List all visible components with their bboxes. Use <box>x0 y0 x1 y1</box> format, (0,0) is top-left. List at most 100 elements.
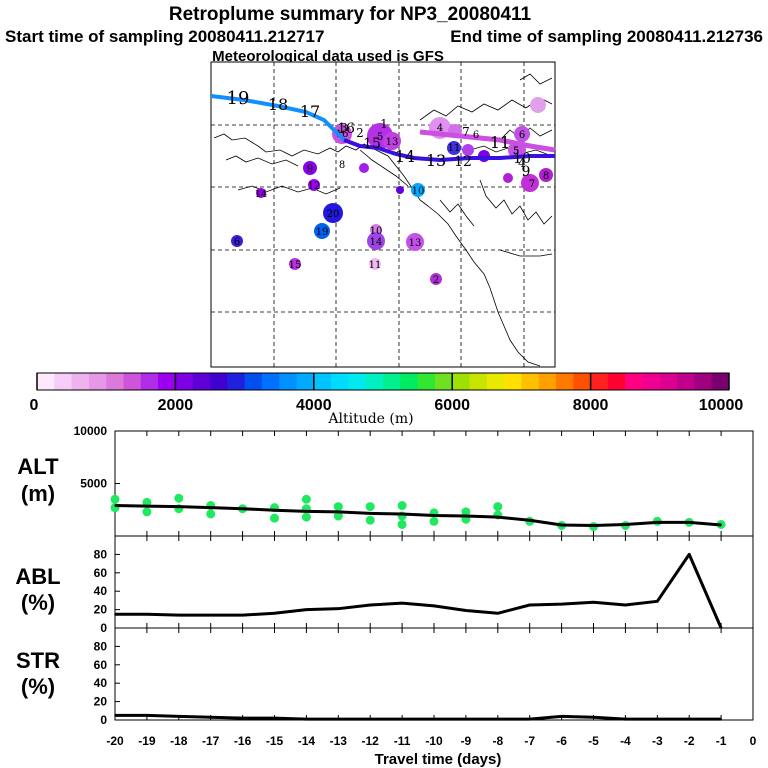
altitude-scatter-point <box>301 512 311 522</box>
cluster-marker <box>462 144 474 156</box>
trajectory-day-label: 3 <box>340 121 348 135</box>
cluster-label: 20 <box>327 209 340 220</box>
alt-data-point <box>273 509 276 512</box>
colorbar-swatch <box>573 373 592 390</box>
trajectory-day-label: 2 <box>356 126 364 140</box>
str-data-point <box>146 714 148 717</box>
str-data-point <box>433 718 435 720</box>
cluster-label: 6 <box>234 237 240 248</box>
cluster-marker <box>396 186 404 194</box>
y-tick-label: 60 <box>94 566 108 580</box>
str-data-point <box>497 718 499 720</box>
altitude-scatter-point <box>301 494 311 504</box>
cluster-marker <box>231 235 243 247</box>
panel-unit-label: (%) <box>21 674 55 699</box>
altitude-scatter-point <box>333 511 343 521</box>
cluster-marker <box>289 258 301 270</box>
colorbar-swatch <box>504 373 522 390</box>
panel-frame <box>114 627 754 721</box>
str-data-point <box>337 718 340 720</box>
trajectory-day-label: 11 <box>490 133 510 152</box>
colorbar-tick-label: 10000 <box>699 397 744 414</box>
colorbar-swatch <box>642 373 661 390</box>
cluster-marker <box>323 203 343 223</box>
y-tick-label: 5000 <box>80 477 107 491</box>
str-data-point <box>241 717 244 719</box>
x-tick-label: -17 <box>202 734 220 748</box>
abl-series-line <box>115 552 723 629</box>
str-series-line <box>115 713 722 721</box>
colorbar-swatch <box>71 373 90 390</box>
alt-data-point <box>305 510 308 513</box>
str-data-point <box>114 714 116 717</box>
alt-data-point <box>401 513 403 515</box>
alt-data-point <box>209 506 212 509</box>
y-tick-label: 10000 <box>74 424 108 438</box>
panel-label: ALT <box>17 454 59 479</box>
start-time-label: Start time of sampling 20080411.212717 <box>5 27 324 46</box>
trajectory-day-label: 9 <box>522 164 531 180</box>
y-tick-label: 20 <box>94 603 108 617</box>
cluster-label: 13 <box>386 137 399 148</box>
altitude-colorbar: 0 2000 4000 6000 8000 10000 <box>30 372 744 414</box>
colorbar-swatch <box>521 373 540 390</box>
alt-data-point <box>178 505 180 508</box>
y-tick-label: 40 <box>94 676 108 690</box>
cluster-label: 8 <box>543 171 549 182</box>
altitude-scatter-point <box>110 494 120 504</box>
abl-data-point <box>560 603 563 605</box>
x-tick-label: -12 <box>362 734 380 748</box>
cluster-label: 5 <box>377 132 383 143</box>
trajectory-day-label: 8 <box>339 160 345 171</box>
trajectory-day-label: 12 <box>454 154 472 170</box>
x-tick-label: -7 <box>524 734 535 748</box>
x-tick-label: -18 <box>170 734 188 748</box>
figure-title: Retroplume summary for NP3_20080411 <box>169 4 532 25</box>
trajectory-day-label: 6 <box>473 130 479 141</box>
colorbar-swatch <box>140 373 159 390</box>
colorbar-swatch <box>452 373 470 390</box>
trajectory-day-label: 19 <box>227 88 250 109</box>
trajectory-segment-mid <box>343 138 555 163</box>
colorbar-swatch <box>279 373 297 390</box>
x-tick-label: -14 <box>298 734 316 748</box>
alt-data-point <box>369 512 372 515</box>
colorbar-swatch <box>348 373 367 390</box>
cluster-marker <box>369 258 381 270</box>
cluster-label: 16 <box>336 129 349 140</box>
cluster-marker <box>367 232 385 250</box>
colorbar-swatch <box>659 373 678 390</box>
colorbar-swatch <box>244 373 263 390</box>
trajectory-day-label: 16 <box>337 121 355 137</box>
trajectory-segment-early <box>210 94 346 142</box>
alt-series-line <box>114 504 722 527</box>
cluster-label: 9 <box>307 164 313 175</box>
cluster-label: 14 <box>255 189 268 200</box>
cluster-label: 5 <box>513 146 519 157</box>
cluster-marker <box>359 163 369 173</box>
cluster-label: 19 <box>316 227 329 238</box>
colorbar-swatch <box>556 373 574 390</box>
colorbar-swatch <box>210 373 228 390</box>
y-tick-label: 40 <box>94 584 108 598</box>
abl-data-point <box>146 613 148 615</box>
trajectory-day-label: 14 <box>395 147 415 166</box>
trajectory-day-label: 13 <box>426 151 446 170</box>
colorbar-swatch <box>123 373 142 390</box>
y-tick-label: 0 <box>100 713 107 727</box>
colorbar-swatch <box>158 373 176 390</box>
colorbar-swatch <box>711 373 730 390</box>
str-data-point <box>592 716 595 719</box>
time-series-panels: 100005000ALT(m)806040200ABL(%)806040200S… <box>15 424 756 748</box>
alt-data-point <box>688 521 690 524</box>
trajectory-segment-late <box>419 129 556 153</box>
x-tick-label: -19 <box>138 734 156 748</box>
abl-data-point <box>241 614 244 616</box>
cluster-label: 10 <box>370 226 383 237</box>
cluster-label: 12 <box>308 181 321 192</box>
cluster-label: 14 <box>370 237 383 248</box>
trajectory-day-label: 10 <box>513 151 531 167</box>
colorbar-swatch <box>590 373 609 390</box>
x-tick-label: -3 <box>652 734 663 748</box>
altitude-scatter-point <box>429 516 439 526</box>
